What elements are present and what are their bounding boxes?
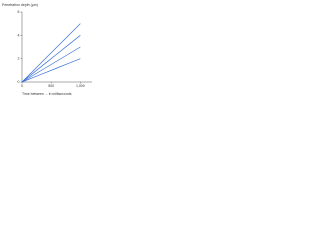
series-line: [21, 23, 81, 83]
y-axis-label: Penetration depth (µm): [2, 3, 38, 7]
y-tick-label: 4: [18, 33, 20, 37]
chart: Penetration depth (µm) Time between ... …: [2, 3, 92, 96]
y-tick-label: 6: [18, 10, 20, 14]
x-tick-label: 0: [21, 84, 23, 88]
series-line: [21, 58, 81, 83]
y-tick-label: 0: [18, 80, 20, 84]
x-tick-label: 500: [48, 84, 54, 88]
series-line: [21, 35, 81, 83]
x-tick-label: 1,000: [76, 84, 85, 88]
y-tick-label: 2: [18, 57, 20, 61]
x-axis-label: Time between ... in milliseconds: [22, 92, 72, 96]
series-line: [21, 46, 81, 83]
